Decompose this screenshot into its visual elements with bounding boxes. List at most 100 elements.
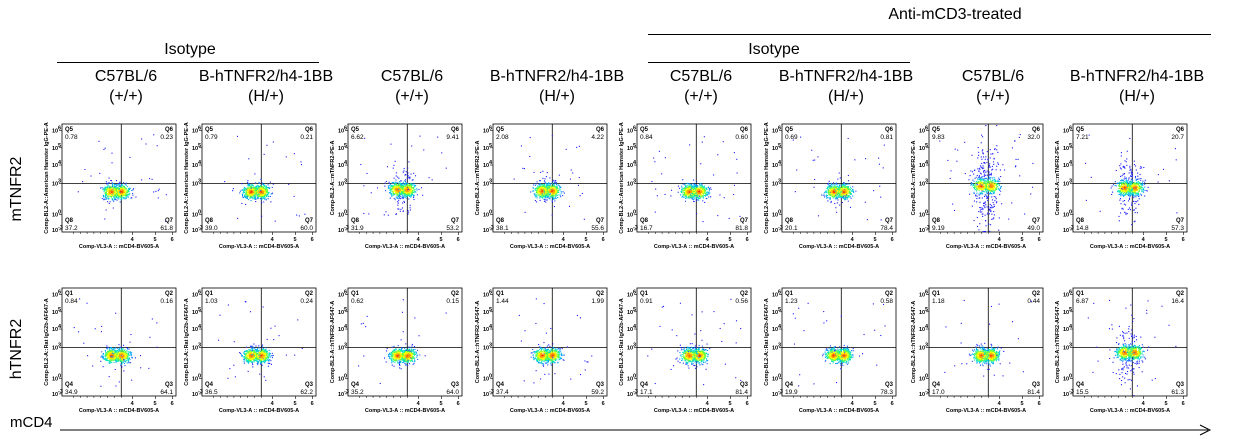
plot-frame xyxy=(492,123,608,233)
y-tick-base: 10 xyxy=(919,128,925,134)
x-tick-label: 6 xyxy=(602,401,605,407)
event-cloud xyxy=(651,136,741,223)
y-tick-base: 10 xyxy=(52,128,58,134)
y-tick-exponent: 0 xyxy=(925,210,928,216)
quadrant-name: Q4 xyxy=(785,382,794,388)
plot-frame xyxy=(1072,287,1188,397)
flow-plot-r1-c6: Q5 0.69 Q6 0.81 Q7 78.4 Q8 20.1 10 6 10 5 10 4 10 3 10 0 1… xyxy=(764,118,898,250)
quadrant-value: 19.9 xyxy=(785,389,798,396)
isotype-label-left: Isotype xyxy=(164,41,216,58)
quadrant-value: 1.18 xyxy=(932,298,945,305)
y-tick-base: 10 xyxy=(192,213,198,219)
isotype-bracket-right xyxy=(648,62,910,63)
y-tick-exponent: 0 xyxy=(344,210,347,216)
y-tick-base: 10 xyxy=(919,292,925,298)
column-genotype-2: (H/+) xyxy=(248,88,284,105)
quadrant-value: 53.2 xyxy=(446,225,459,232)
x-tick-label: 5 xyxy=(1164,401,1167,407)
y-tick-base: 10 xyxy=(1063,128,1069,134)
quadrant-name: Q2 xyxy=(165,291,174,297)
x-tick-label: 6 xyxy=(891,401,894,407)
column-strain-3: C57BL/6 xyxy=(380,68,444,85)
y-tick-exponent: 5 xyxy=(1069,143,1072,149)
x-tick-label: 5 xyxy=(1020,237,1023,243)
x-axis-label: Comp-VL3-A :: mCD4-BV605-A xyxy=(946,408,1026,414)
y-tick-base: 10 xyxy=(52,377,58,383)
quadrant-value: 0.81 xyxy=(880,134,893,141)
quadrant-name: Q7 xyxy=(1176,218,1185,224)
y-tick-exponent: 0 xyxy=(1069,210,1072,216)
flow-plot-r2-c8: Q1 6.87 Q2 16.4 Q3 61.3 Q4 15.5 10 6 10 5 10 4 10 3 10 0 1… xyxy=(1055,282,1189,414)
column-strain-6: B-hTNFR2/h4-1BB xyxy=(778,68,914,85)
y-tick-exponent: 3 xyxy=(778,178,781,184)
x-tick-label: 4 xyxy=(562,401,566,407)
y-tick-base: 10 xyxy=(627,392,633,398)
quadrant-name: Q3 xyxy=(165,382,174,388)
quadrant-value: 2.08 xyxy=(496,134,509,141)
quadrant-value: 64.0 xyxy=(446,389,459,396)
y-tick-base: 10 xyxy=(483,213,489,219)
quadrant-value: 0.84 xyxy=(640,134,653,141)
quadrant-value: 7.21 xyxy=(1076,134,1089,141)
flow-plot-r1-c4: Q5 2.08 Q6 4.22 Q7 55.6 Q8 38.1 10 6 10 5 10 4 10 3 10 0 1… xyxy=(475,118,609,250)
y-axis-label: Comp-BL2-A::hTNFR2-AF647-A xyxy=(911,301,917,384)
x-axis-label: Comp-VL3-A :: mCD4-BV605-A xyxy=(654,244,734,250)
x-tick-label: 4 xyxy=(706,237,710,243)
y-tick-exponent: 3 xyxy=(925,342,928,348)
quadrant-name: Q8 xyxy=(785,218,794,224)
x-tick-label: 4 xyxy=(271,237,275,243)
y-tick-base: 10 xyxy=(1063,327,1069,333)
quadrant-value: 0.69 xyxy=(785,134,798,141)
y-tick-base: 10 xyxy=(919,310,925,316)
y-tick-exponent: 3 xyxy=(344,178,347,184)
quadrant-value: 6.87 xyxy=(1076,298,1089,305)
x-tick-label: 5 xyxy=(439,401,442,407)
quadrant-value: 9.83 xyxy=(932,134,945,141)
quadrant-name: Q2 xyxy=(596,291,605,297)
x-axis-label: Comp-VL3-A :: mCD4-BV605-A xyxy=(219,408,299,414)
x-tick-label: 6 xyxy=(602,237,605,243)
y-axis-label: Comp-BL2-A::hTNFR2-AF647-A xyxy=(1055,301,1061,384)
event-cloud xyxy=(1085,134,1178,226)
y-tick-base: 10 xyxy=(1063,377,1069,383)
quadrant-value: 1.44 xyxy=(496,298,509,305)
event-cloud xyxy=(77,134,167,223)
x-axis-label: Comp-VL3-A :: mCD4-BV605-A xyxy=(219,244,299,250)
column-genotype-8: (H/+) xyxy=(1119,88,1155,105)
y-tick-base: 10 xyxy=(338,377,344,383)
anti-cd3-bracket-line xyxy=(648,34,1211,35)
y-tick-base: 10 xyxy=(52,327,58,333)
quadrant-name: Q4 xyxy=(932,382,941,388)
y-tick-base: 10 xyxy=(52,146,58,152)
y-tick-exponent: -3 xyxy=(198,389,203,395)
y-tick-base: 10 xyxy=(338,213,344,219)
event-cloud xyxy=(73,298,158,387)
quadrant-name: Q6 xyxy=(451,127,460,133)
quadrant-value: 0.60 xyxy=(735,134,748,141)
plot-frame xyxy=(347,123,463,233)
plot-frame xyxy=(61,287,177,397)
quadrant-value: 78.3 xyxy=(880,389,893,396)
x-tick-label: 6 xyxy=(171,237,174,243)
quadrant-value: 1.03 xyxy=(205,298,218,305)
y-tick-base: 10 xyxy=(483,128,489,134)
quadrant-name: Q3 xyxy=(596,382,605,388)
y-tick-exponent: 6 xyxy=(58,289,61,295)
quadrant-name: Q7 xyxy=(305,218,314,224)
flow-plot-r1-c1: Q5 0.78 Q6 0.23 Q7 61.8 Q8 37.2 10 6 10 5 10 4 10 3 10 0 1… xyxy=(44,118,178,250)
y-tick-base: 10 xyxy=(338,146,344,152)
quadrant-name: Q8 xyxy=(205,218,214,224)
y-tick-exponent: -3 xyxy=(344,225,349,231)
y-tick-base: 10 xyxy=(627,128,633,134)
quadrant-name: Q5 xyxy=(496,127,505,133)
y-tick-exponent: -3 xyxy=(633,225,638,231)
x-tick-label: 6 xyxy=(171,401,174,407)
column-strain-2: B-hTNFR2/h4-1BB xyxy=(198,68,334,85)
event-cloud xyxy=(360,135,447,216)
column-genotype-4: (H/+) xyxy=(539,88,575,105)
quadrant-value: 55.6 xyxy=(591,225,604,232)
y-tick-exponent: 4 xyxy=(58,324,62,330)
